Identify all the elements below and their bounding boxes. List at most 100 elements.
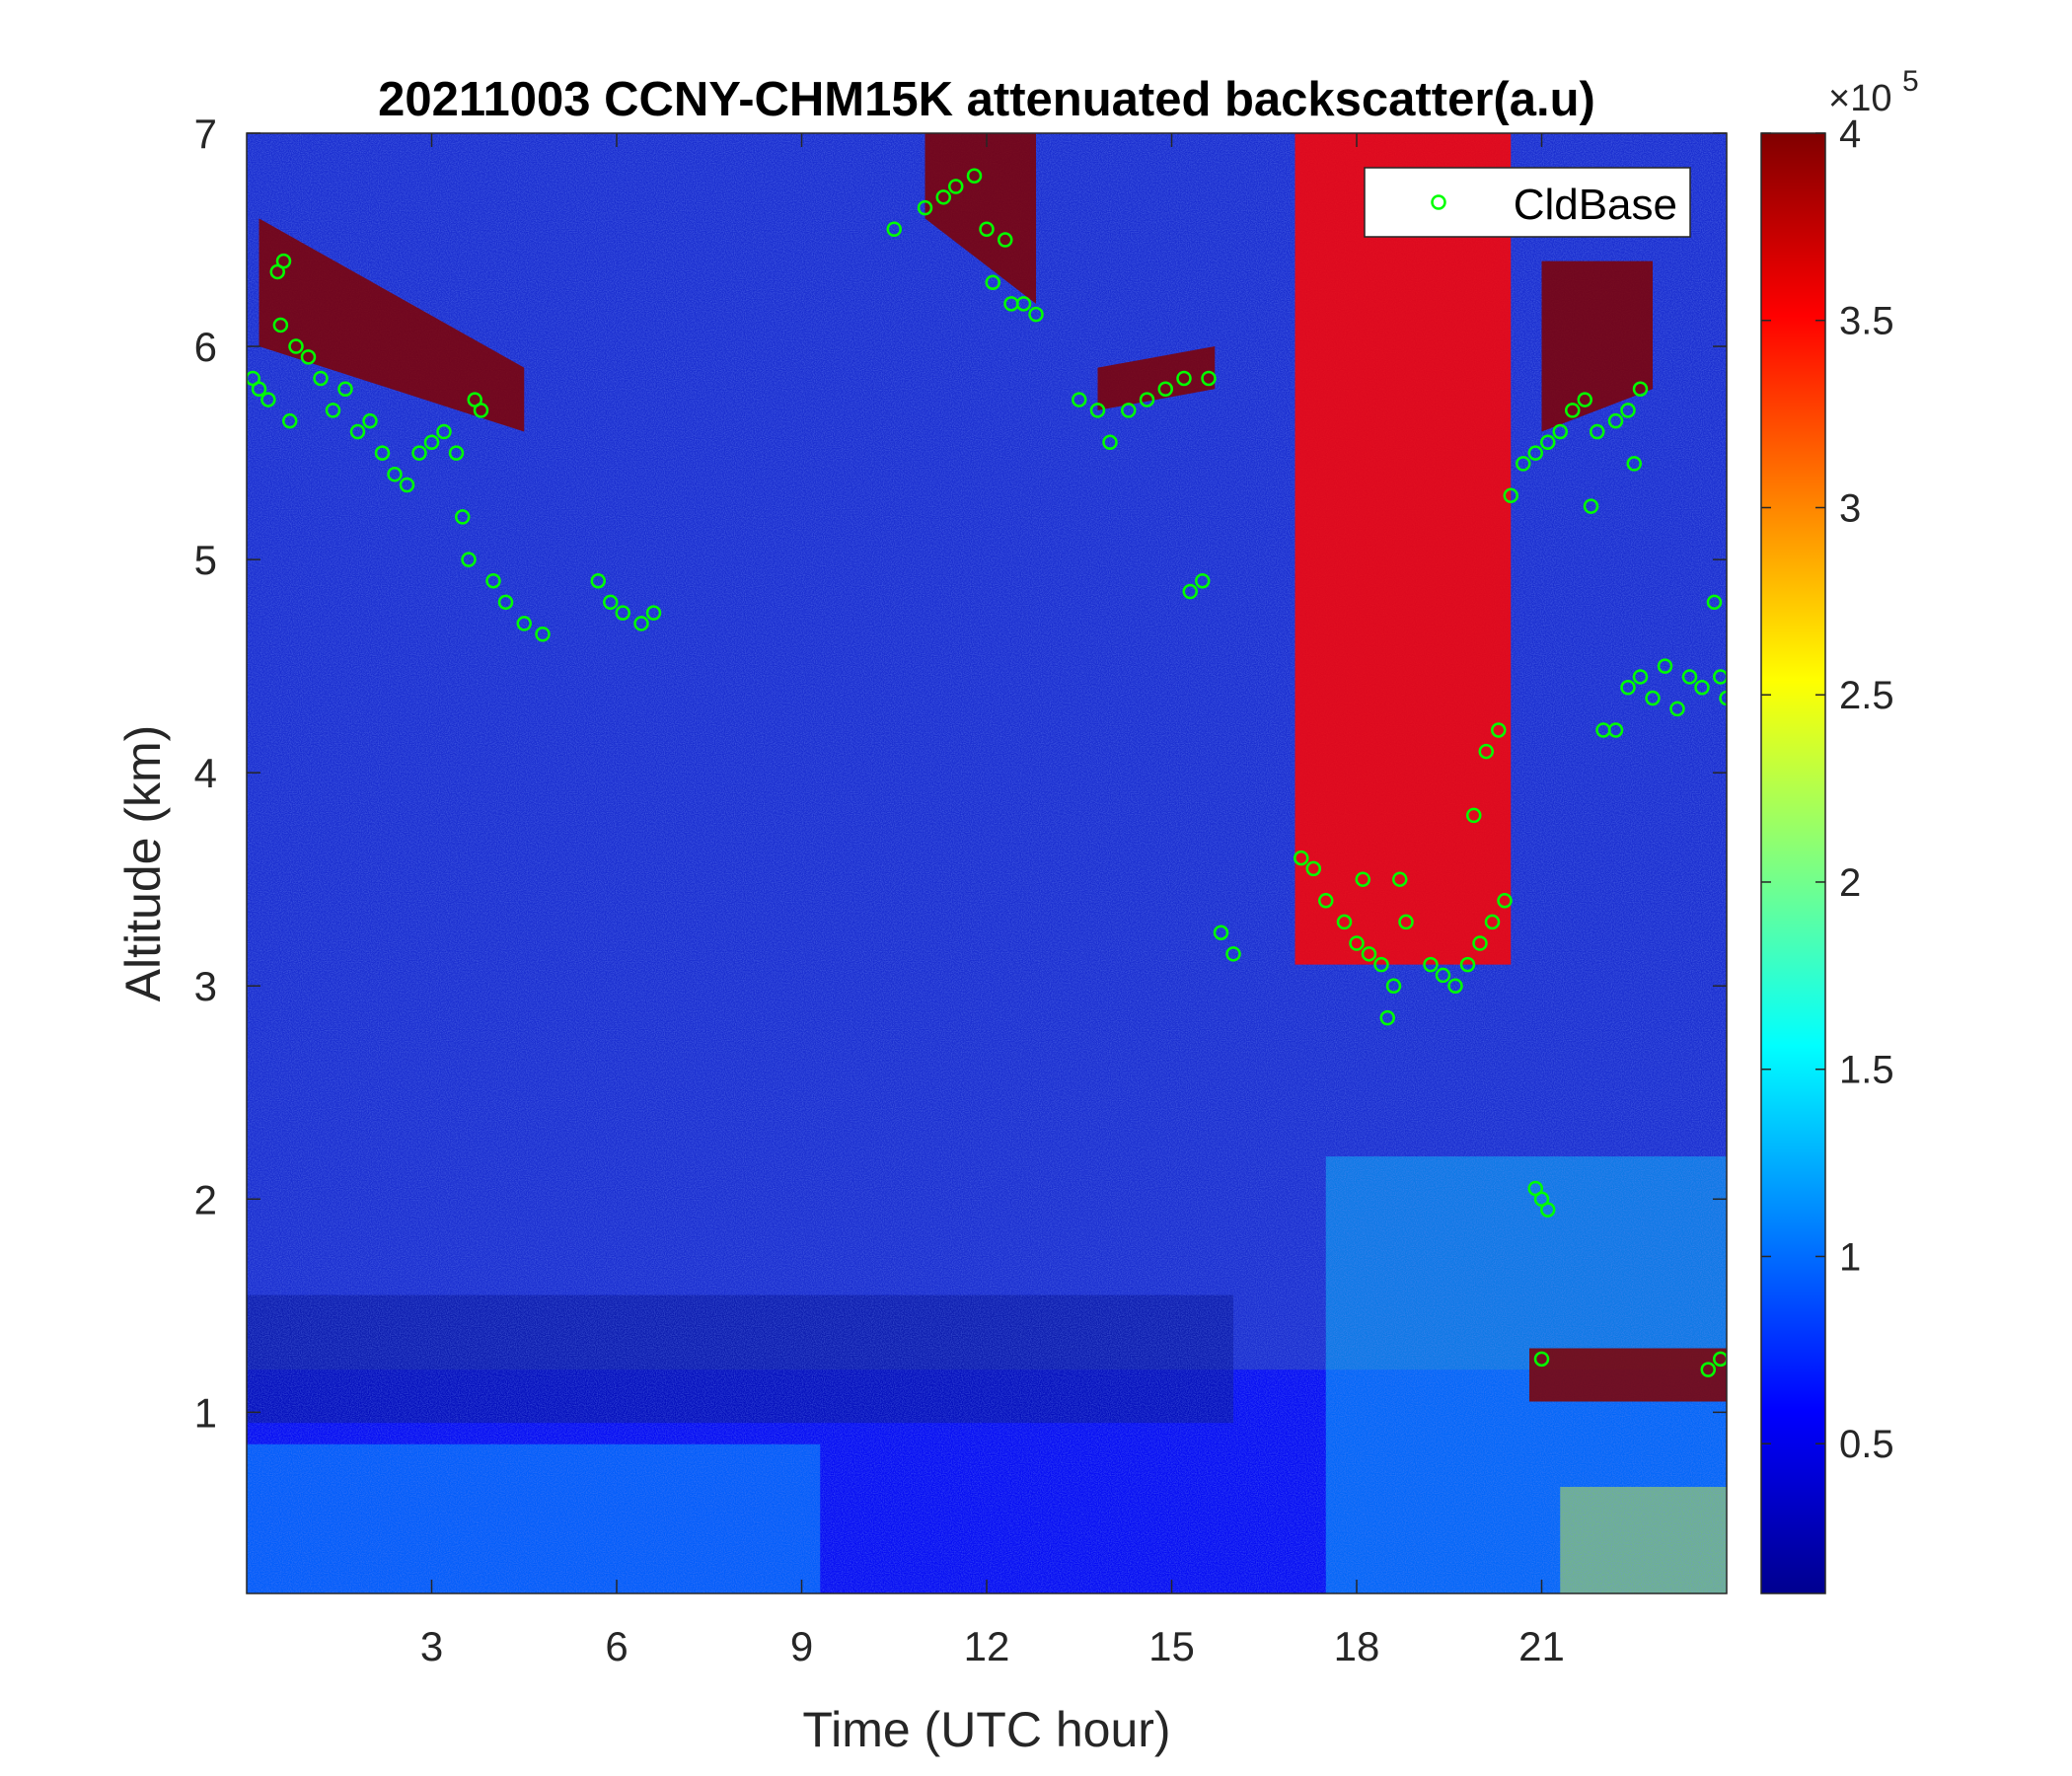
- colorbar-tick-label-0.5: 0.5: [1839, 1423, 1894, 1466]
- colorbar-tick-label-2: 2: [1839, 861, 1861, 905]
- cldbase-point-10: [325, 403, 341, 418]
- cldbase-point-63: [1373, 956, 1389, 973]
- cldbase-point-57: [1294, 850, 1309, 866]
- cldbase-point-4: [272, 317, 289, 333]
- cldbase-point-2: [260, 392, 276, 407]
- cldbase-point-108: [1713, 669, 1727, 685]
- y-tick-label-2: 2: [194, 1176, 217, 1222]
- cldbase-point-96: [1700, 1362, 1716, 1377]
- cldbase-point-85: [1577, 392, 1592, 407]
- cldbase-point-89: [1632, 381, 1649, 398]
- y-tick-label-5: 5: [194, 537, 217, 583]
- cldbase-point-65: [1398, 914, 1414, 930]
- cldbase-point-59: [1318, 893, 1334, 909]
- cldbase-point-84: [1565, 403, 1581, 418]
- cldbase-point-76: [1466, 807, 1482, 824]
- cloud-layer-5: [1529, 1348, 1727, 1402]
- cldbase-point-30: [603, 594, 619, 611]
- cldbase-point-25: [485, 572, 501, 589]
- cldbase-point-61: [1349, 935, 1365, 951]
- cldbase-point-37: [948, 179, 964, 194]
- cldbase-point-12: [349, 423, 366, 440]
- cldbase-point-46: [1089, 403, 1106, 418]
- cldbase-point-74: [1484, 914, 1501, 930]
- legend-box: [1364, 167, 1691, 238]
- cldbase-point-39: [979, 221, 995, 237]
- x-axis: 3 6 9 12 15 18 21: [420, 133, 1565, 1669]
- x-tick-label-21: 21: [1518, 1623, 1565, 1669]
- cldbase-point-32: [633, 616, 649, 631]
- cloud-layer-2: [1097, 346, 1216, 410]
- plot-area: [247, 133, 1727, 1593]
- chart-title: 20211003 CCNY-CHM15K attenuated backscat…: [378, 73, 1595, 126]
- cldbase-point-11: [337, 381, 353, 398]
- cldbase-point-40: [985, 274, 1000, 290]
- cldbase-point-106: [1694, 680, 1710, 696]
- cldbase-point-21: [455, 509, 471, 525]
- cldbase-point-19: [436, 423, 452, 440]
- cldbase-point-34: [886, 221, 902, 237]
- cldbase-point-82: [1540, 434, 1556, 451]
- colorbar-tick-label-4: 4: [1839, 112, 1861, 156]
- cldbase-point-48: [1121, 403, 1137, 418]
- cloud-layer-3: [1295, 133, 1512, 965]
- legend-label-cldbase: CldBase: [1514, 181, 1677, 229]
- colorbar-ticks: 0.5 1 1.5 2 2.5 3 3.5 4: [1761, 112, 1894, 1466]
- cldbase-point-64: [1385, 978, 1402, 994]
- cldbase-point-95: [1533, 1351, 1550, 1368]
- cloud-layer-4: [1541, 260, 1653, 432]
- cloud-layer-0: [259, 218, 525, 432]
- y-tick-label-7: 7: [194, 111, 217, 157]
- colorbar-tick-label-3.5: 3.5: [1839, 300, 1894, 343]
- cldbase-point-79: [1503, 487, 1518, 504]
- cldbase-point-5: [275, 253, 292, 269]
- cldbase-point-24: [473, 403, 489, 418]
- cldbase-point-16: [399, 477, 415, 493]
- cldbase-point-20: [448, 445, 465, 461]
- y-axis: 1 2 3 4 5 6 7: [194, 111, 1727, 1436]
- cldbase-point-71: [1447, 978, 1463, 994]
- y-tick-label-1: 1: [194, 1389, 217, 1436]
- cldbase-point-45: [1072, 392, 1087, 407]
- cldbase-point-7: [288, 338, 304, 354]
- x-tick-label-18: 18: [1334, 1623, 1380, 1669]
- cldbase-point-36: [935, 189, 951, 205]
- cldbase-point-43: [1015, 296, 1032, 312]
- cldbase-point-18: [423, 434, 440, 451]
- cldbase-point-109: [1719, 690, 1727, 706]
- cldbase-point-55: [1213, 925, 1229, 940]
- cldbase-point-35: [917, 199, 933, 216]
- cldbase-point-15: [387, 466, 403, 482]
- cldbase-point-83: [1552, 423, 1568, 440]
- cldbase-point-72: [1459, 956, 1476, 973]
- legend-marker-cldbase: [1431, 194, 1446, 210]
- cldbase-point-14: [374, 445, 391, 461]
- x-tick-label-9: 9: [790, 1623, 813, 1669]
- y-axis-label: Altitude (km): [115, 725, 171, 1002]
- colorbar-multiplier-exponent: 5: [1902, 65, 1919, 98]
- cldbase-point-73: [1472, 935, 1488, 951]
- cldbase-point-47: [1102, 434, 1118, 451]
- cldbase-point-8: [300, 349, 317, 365]
- cldbase-point-78: [1491, 722, 1507, 738]
- cldbase-point-27: [516, 616, 532, 631]
- cldbase-point-28: [535, 626, 551, 642]
- cldbase-point-6: [282, 412, 298, 429]
- y-tick-label-3: 3: [194, 963, 217, 1009]
- cldbase-point-81: [1527, 445, 1543, 461]
- legend: CldBase: [1364, 167, 1691, 238]
- cldbase-point-17: [411, 445, 427, 461]
- cldbase-point-56: [1225, 946, 1241, 962]
- colorbar: 0.5 1 1.5 2 2.5 3 3.5 4 ×10 5: [1760, 65, 1919, 1594]
- colorbar-tick-label-1.5: 1.5: [1839, 1049, 1894, 1092]
- cldbase-point-90: [1626, 456, 1642, 472]
- cldbase-point-70: [1435, 967, 1451, 984]
- cldbase-point-62: [1361, 946, 1377, 962]
- cldbase-point-88: [1620, 403, 1636, 418]
- cldbase-point-53: [1182, 583, 1198, 600]
- x-tick-label-6: 6: [605, 1623, 628, 1669]
- cldbase-point-44: [1028, 306, 1044, 323]
- cldbase-point-31: [615, 605, 630, 621]
- cldbase-point-49: [1139, 392, 1155, 407]
